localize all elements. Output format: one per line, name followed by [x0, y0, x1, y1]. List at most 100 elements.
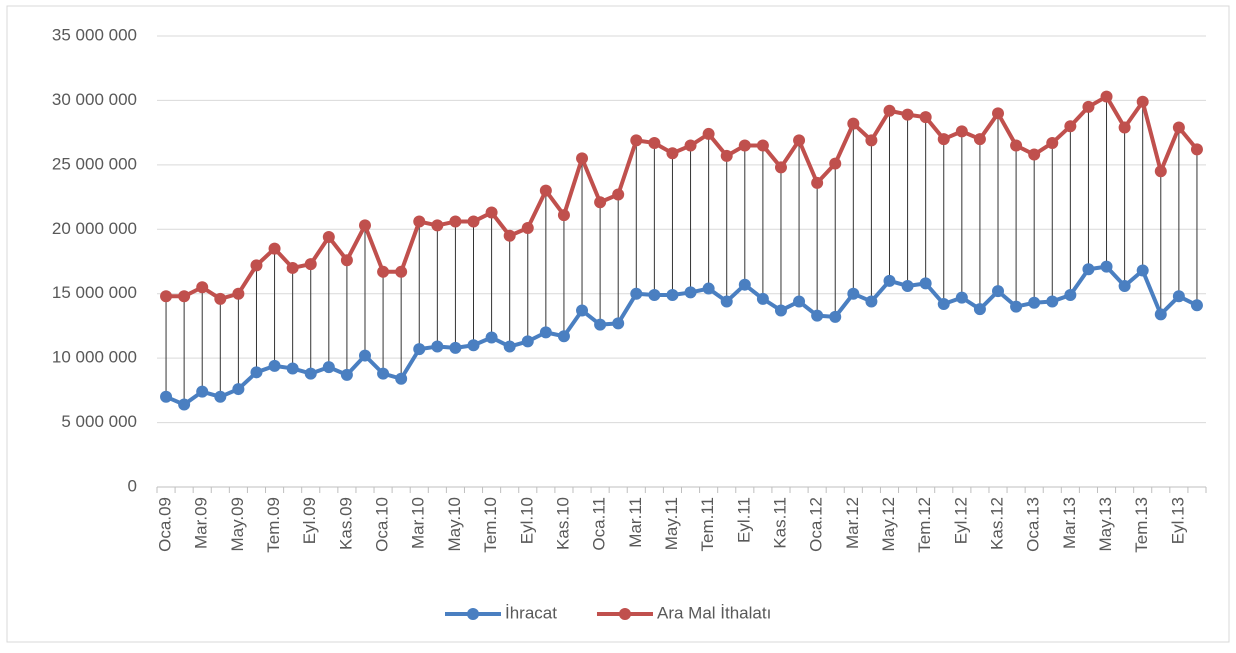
marker — [214, 292, 227, 305]
marker — [919, 277, 932, 290]
marker — [358, 349, 371, 362]
marker — [467, 339, 480, 352]
marker — [774, 161, 787, 174]
marker — [720, 149, 733, 162]
marker — [304, 258, 317, 271]
marker — [557, 209, 570, 222]
marker — [485, 331, 498, 344]
marker — [449, 341, 462, 354]
marker — [539, 326, 552, 339]
marker — [413, 343, 426, 356]
marker — [630, 134, 643, 147]
marker — [955, 291, 968, 304]
marker — [666, 289, 679, 302]
marker — [684, 286, 697, 299]
marker — [1190, 299, 1203, 312]
marker — [214, 390, 227, 403]
marker — [756, 139, 769, 152]
marker — [286, 362, 299, 375]
marker — [955, 125, 968, 138]
marker — [865, 134, 878, 147]
marker — [358, 219, 371, 232]
x-tick-label: Oca.11 — [590, 497, 609, 551]
marker — [286, 261, 299, 274]
marker — [1064, 120, 1077, 133]
marker — [883, 104, 896, 117]
marker — [1118, 279, 1131, 292]
marker — [1100, 260, 1113, 273]
marker — [1028, 148, 1041, 161]
marker — [684, 139, 697, 152]
marker — [431, 340, 444, 353]
marker — [901, 108, 914, 121]
marker — [630, 287, 643, 300]
marker — [901, 279, 914, 292]
marker — [738, 139, 751, 152]
marker — [1046, 136, 1059, 149]
marker — [847, 117, 860, 130]
x-tick-label: Kas.12 — [987, 497, 1006, 550]
marker — [702, 282, 715, 295]
y-tick-label: 25 000 000 — [52, 154, 137, 173]
x-tick-label: Mar.10 — [409, 497, 428, 549]
marker — [1064, 289, 1077, 302]
marker — [250, 259, 263, 272]
x-tick-label: Mar.13 — [1060, 497, 1079, 549]
marker — [250, 366, 263, 379]
marker — [1154, 165, 1167, 178]
x-tick-label: Eyl.09 — [300, 497, 319, 544]
y-tick-label: 35 000 000 — [52, 25, 137, 44]
marker — [811, 176, 824, 189]
marker — [377, 367, 390, 380]
marker — [937, 298, 950, 311]
marker — [178, 290, 191, 303]
marker — [919, 111, 932, 124]
x-tick-label: Eyl.12 — [951, 497, 970, 544]
x-tick-label: Oca.10 — [373, 497, 392, 552]
marker — [1172, 121, 1185, 134]
y-tick-label: 10 000 000 — [52, 348, 137, 367]
marker — [793, 295, 806, 308]
marker — [738, 278, 751, 291]
marker — [322, 361, 335, 374]
x-tick-label: Tem.13 — [1132, 497, 1151, 553]
marker — [539, 184, 552, 197]
marker — [594, 318, 607, 331]
marker — [883, 274, 896, 287]
marker — [992, 107, 1005, 120]
x-tick-label: Tem.10 — [481, 497, 500, 553]
marker — [973, 133, 986, 146]
marker — [1046, 295, 1059, 308]
x-tick-label: Kas.09 — [336, 497, 355, 550]
x-tick-label: May.09 — [228, 497, 247, 552]
x-tick-label: Tem.11 — [698, 497, 717, 552]
marker — [1118, 121, 1131, 134]
marker — [449, 215, 462, 228]
marker — [503, 340, 516, 353]
y-tick-label: 0 — [128, 476, 137, 495]
marker — [973, 303, 986, 316]
marker — [612, 188, 625, 201]
marker — [304, 367, 317, 380]
marker — [196, 385, 209, 398]
marker — [648, 136, 661, 149]
marker — [395, 265, 408, 278]
x-tick-label: Mar.09 — [192, 497, 211, 549]
marker — [756, 292, 769, 305]
marker — [1082, 100, 1095, 113]
marker — [160, 390, 173, 403]
marker — [232, 287, 245, 300]
marker — [322, 231, 335, 244]
legend-marker — [618, 608, 631, 620]
x-tick-label: May.13 — [1096, 497, 1115, 552]
x-tick-label: Kas.11 — [770, 497, 789, 549]
marker — [377, 265, 390, 278]
series-line — [166, 94, 1199, 301]
marker — [268, 242, 281, 255]
x-tick-label: Tem.09 — [264, 497, 283, 553]
series-line — [165, 264, 1198, 407]
marker — [413, 215, 426, 228]
marker — [467, 215, 480, 228]
legend-label: İhracat — [505, 603, 557, 622]
